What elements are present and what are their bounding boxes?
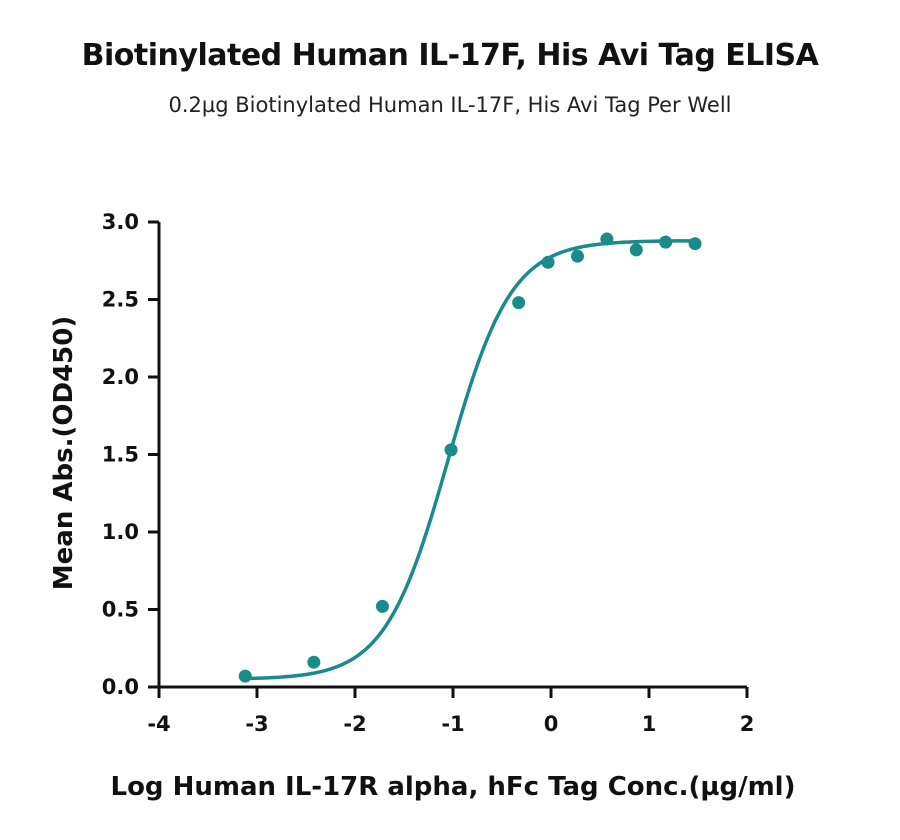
- chart-title: Biotinylated Human IL-17F, His Avi Tag E…: [81, 38, 819, 73]
- y-axis-label: Mean Abs.(OD450): [49, 316, 79, 590]
- x-tick-label: -2: [343, 712, 366, 736]
- y-tick-label: 0.5: [102, 598, 139, 622]
- data-points: [238, 232, 702, 683]
- fit-curve: [245, 239, 696, 681]
- x-tick-label: 1: [642, 712, 657, 736]
- data-point: [512, 296, 526, 310]
- data-point: [570, 249, 584, 263]
- x-tick-label: -4: [147, 712, 170, 736]
- chart-subtitle: 0.2µg Biotinylated Human IL-17F, His Avi…: [168, 93, 732, 117]
- y-tick-label: 2.5: [102, 288, 139, 312]
- x-tick-label: -3: [245, 712, 268, 736]
- data-point: [307, 655, 321, 669]
- fit-curve-group: [245, 239, 696, 681]
- axis-ticks: -4 -3 -2 -1 0 1 2 0.0 0.5 1.0 1.5 2.0 2.5 3.0: [102, 210, 755, 736]
- data-point: [444, 443, 458, 457]
- data-point: [238, 669, 252, 683]
- y-tick-label: 1.0: [102, 520, 139, 544]
- x-tick-label: -1: [441, 712, 464, 736]
- x-tick-label: 0: [544, 712, 559, 736]
- y-tick-label: 2.0: [102, 365, 139, 389]
- data-point: [600, 232, 614, 246]
- data-point: [541, 255, 555, 269]
- data-point: [629, 243, 643, 257]
- data-point: [659, 235, 673, 249]
- data-point: [375, 599, 389, 613]
- x-tick-label: 2: [740, 712, 755, 736]
- y-tick-label: 3.0: [102, 210, 139, 234]
- y-tick-label: 1.5: [102, 443, 139, 467]
- x-axis-label: Log Human IL-17R alpha, hFc Tag Conc.(µg…: [111, 772, 796, 802]
- y-tick-label: 0.0: [102, 675, 139, 699]
- data-point: [688, 237, 702, 251]
